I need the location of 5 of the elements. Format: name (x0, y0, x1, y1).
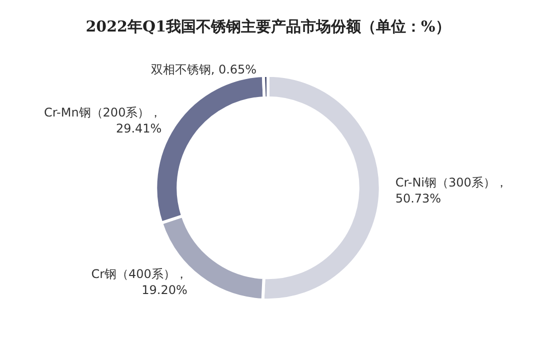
chart-title: 2022年Q1我国不锈钢主要产品市场份额（单位：%） (86, 18, 450, 36)
slice-label: Cr-Mn钢（200系）， 29.41% (44, 105, 162, 136)
slice-label: 双相不锈钢, 0.65% (150, 62, 257, 76)
slice-label: Cr-Ni钢（300系）， 50.73% (395, 175, 508, 206)
slice-label: Cr钢（400系）， 19.20% (91, 267, 188, 298)
